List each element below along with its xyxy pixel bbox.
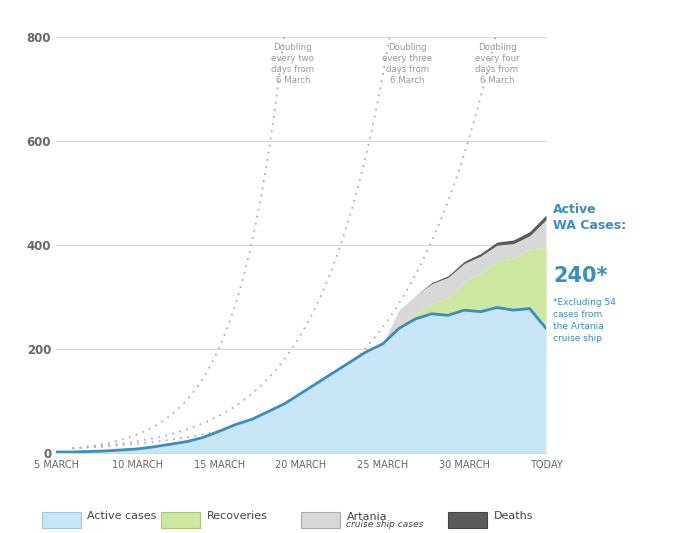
Text: Artania: Artania <box>346 512 387 522</box>
Text: Doubling
every three
days from
6 March: Doubling every three days from 6 March <box>382 43 432 85</box>
Text: Active
WA Cases:: Active WA Cases: <box>553 203 626 231</box>
Text: *Excluding 54
cases from
the Artania
cruise ship: *Excluding 54 cases from the Artania cru… <box>553 298 616 343</box>
Text: 240*: 240* <box>553 266 608 287</box>
Text: Doubling
every two
days from
6 March: Doubling every two days from 6 March <box>272 43 314 85</box>
Text: Doubling
every four
days from
6 March: Doubling every four days from 6 March <box>475 43 519 85</box>
Text: Deaths: Deaths <box>494 512 533 521</box>
Text: cruise ship cases: cruise ship cases <box>346 520 424 529</box>
Text: Recoveries: Recoveries <box>206 512 267 521</box>
Text: Active cases: Active cases <box>88 512 157 521</box>
